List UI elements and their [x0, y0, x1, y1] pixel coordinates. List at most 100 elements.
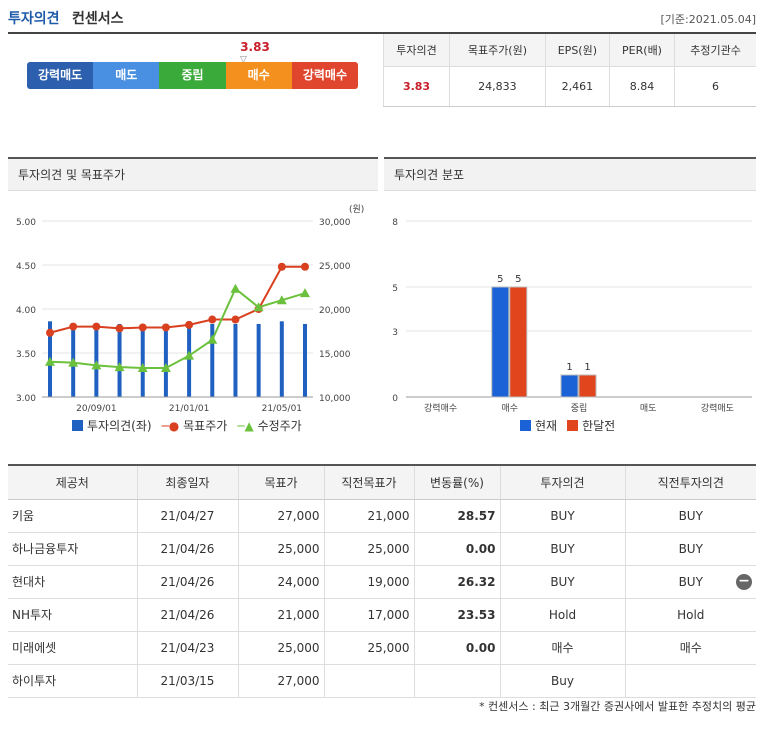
summary-table: 투자의견 목표주가(원) EPS(원) PER(배) 추정기관수 3.83 24…	[382, 34, 756, 107]
bar-value-label: 1	[566, 362, 572, 373]
summary-count: 6	[674, 66, 756, 107]
table-cell: 21/04/26	[137, 565, 239, 599]
summary-per: 8.84	[609, 66, 676, 107]
adjusted-price-point	[137, 362, 148, 372]
bar-value-label: 1	[584, 362, 590, 373]
legend-current: 현재	[520, 417, 557, 434]
adjusted-price-line	[49, 287, 306, 369]
col-header: 직전투자의견	[625, 464, 756, 500]
collapse-minus-icon[interactable]: −	[736, 574, 752, 590]
table-cell: 25,000	[238, 532, 325, 566]
y-left-tick: 4.50	[16, 262, 36, 272]
target-price-point	[46, 328, 54, 337]
y-right-tick: 20,000	[319, 306, 351, 316]
footnote: * 컨센서스 : 최근 3개월간 증권사에서 발표한 추정치의 평균	[479, 700, 756, 713]
base-date: [기준:2021.05.04]	[660, 13, 756, 26]
table-cell: 25,000	[324, 532, 415, 566]
table-cell: 25,000	[238, 631, 325, 665]
adjusted-price-point	[230, 283, 241, 293]
table-row: 현대차 21/04/26 24,000 19,000 26.32 BUY BUY	[8, 565, 756, 599]
title-bar: 투자의견 컨센서스 [기준:2021.05.04]	[8, 6, 756, 28]
col-header: 제공처	[8, 464, 138, 500]
y-tick: 5	[392, 284, 398, 294]
table-cell: 21/04/26	[137, 532, 239, 566]
gauge-seg-strong-sell: 강력매도	[27, 62, 94, 89]
legend-opinion-label: 투자의견(좌)	[87, 419, 152, 433]
adjusted-price-point	[253, 302, 264, 312]
target-price-point	[69, 322, 78, 331]
target-price-point	[115, 324, 124, 333]
y-tick: 8	[392, 218, 398, 228]
col-header: 목표가	[238, 464, 325, 500]
x-tick: 21/01/01	[169, 404, 209, 414]
left-panel-title: 투자의견 및 목표주가	[8, 157, 378, 191]
table-row: 하이투자 21/03/15 27,000 Buy	[8, 664, 756, 698]
gauge-value: 3.83	[240, 40, 270, 54]
left-legend: 투자의견(좌) ─● 목표주가 ─▲ 수정주가	[72, 417, 302, 434]
target-price-point	[138, 323, 147, 332]
adjusted-price-point	[160, 362, 171, 372]
summary-eps: 2,461	[545, 66, 610, 107]
table-cell: Hold	[500, 598, 626, 632]
target-price-point	[161, 323, 170, 332]
category-label: 강력매도	[701, 402, 734, 414]
opinion-bar	[279, 321, 284, 397]
table-cell	[625, 664, 756, 698]
gauge-marker-icon: ▽	[240, 55, 247, 65]
table-cell: 21/04/27	[137, 499, 239, 533]
table-cell: BUY	[625, 532, 756, 566]
table-cell: 23.53	[414, 598, 501, 632]
legend-month-ago: 한달전	[567, 417, 615, 434]
summary-header: 추정기관수	[674, 34, 756, 67]
table-cell: 키움	[8, 499, 138, 533]
category-label: 강력매수	[424, 402, 457, 414]
legend-opinion: 투자의견(좌)	[72, 417, 152, 434]
opinion-bar	[210, 323, 215, 397]
y-left-tick: 3.00	[16, 394, 36, 404]
table-cell: 28.57	[414, 499, 501, 533]
table-row: 하나금융투자 21/04/26 25,000 25,000 0.00 BUY BUY	[8, 532, 756, 566]
category-label: 매수	[502, 403, 519, 414]
table-cell: 24,000	[238, 565, 325, 599]
line-dot-icon: ─●	[161, 419, 180, 433]
table-cell: 19,000	[324, 565, 415, 599]
table-cell: 27,000	[238, 664, 325, 698]
distribution-bar	[578, 374, 597, 398]
legend-swatch-icon	[567, 420, 579, 431]
table-cell: 25,000	[324, 631, 415, 665]
table-cell: BUY	[625, 565, 756, 599]
table-cell: 17,000	[324, 598, 415, 632]
target-price-point	[208, 315, 217, 324]
legend-month-ago-label: 한달전	[582, 419, 616, 433]
gauge-seg-strong-buy: 강력매수	[291, 62, 358, 89]
opinion-gauge: 강력매도 매도 중립 매수 강력매수	[27, 62, 358, 89]
x-tick: 21/05/01	[262, 404, 302, 414]
gauge-seg-sell: 매도	[93, 62, 160, 89]
target-price-point	[231, 315, 240, 324]
opinion-bar	[163, 323, 168, 397]
table-cell: 0.00	[414, 631, 501, 665]
y-left-tick: 4.00	[16, 306, 36, 316]
table-cell	[414, 664, 501, 698]
legend-adjusted: ─▲ 수정주가	[237, 417, 301, 434]
y-right-tick: 15,000	[319, 350, 351, 360]
table-cell: BUY	[500, 532, 626, 566]
col-header: 직전목표가	[324, 464, 415, 500]
line-triangle-icon: ─▲	[237, 419, 254, 433]
distribution-bar	[560, 374, 579, 398]
table-cell: 21,000	[324, 499, 415, 533]
opinion-bar	[117, 323, 122, 397]
gauge-seg-buy: 매수	[225, 62, 292, 89]
distribution-bar	[509, 286, 528, 398]
y-right-tick: 10,000	[319, 394, 351, 404]
category-label: 중립	[571, 403, 588, 414]
table-cell: 26.32	[414, 565, 501, 599]
legend-target: ─● 목표주가	[162, 417, 228, 434]
table-cell: BUY	[625, 499, 756, 533]
opinion-bar	[233, 323, 238, 397]
col-header: 투자의견	[500, 464, 626, 500]
y-left-tick: 5.00	[16, 218, 36, 228]
summary-opinion: 3.83	[382, 66, 451, 107]
right-legend: 현재 한달전	[520, 417, 615, 434]
bar-value-label: 5	[497, 274, 503, 285]
